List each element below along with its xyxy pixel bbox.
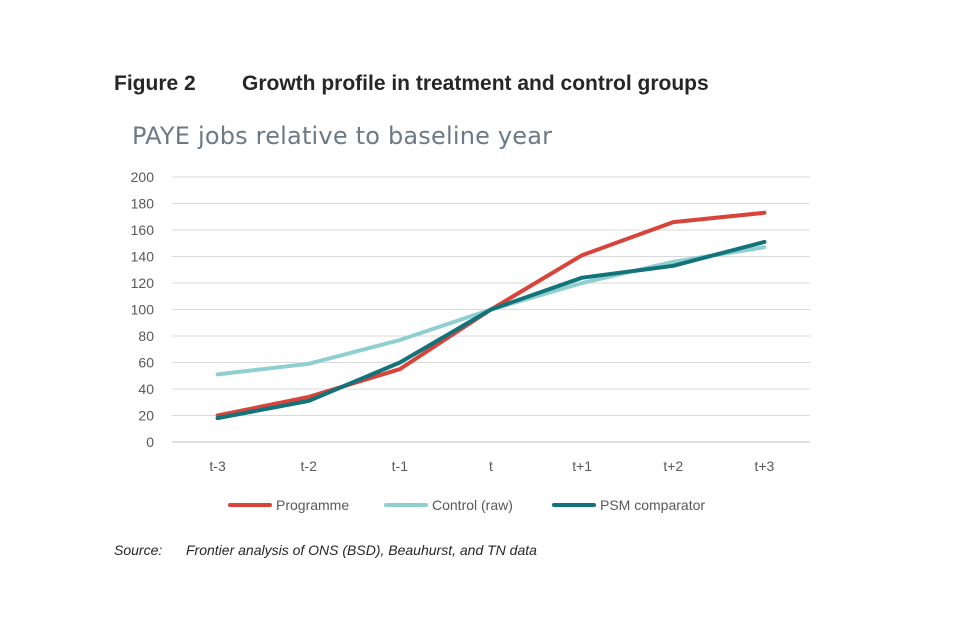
- source-label: Source:: [114, 542, 163, 558]
- y-tick-label: 60: [138, 355, 154, 371]
- x-tick-label: t: [489, 458, 493, 474]
- figure-label: Figure 2: [114, 72, 196, 95]
- series-lines: [215, 210, 767, 421]
- y-tick-label: 160: [131, 222, 155, 238]
- y-tick-label: 0: [146, 434, 154, 450]
- y-tick-label: 100: [131, 302, 155, 318]
- y-axis-ticks: 0 20 40 60 80 100 120 140 160 180 200: [131, 169, 155, 450]
- y-tick-label: 40: [138, 381, 154, 397]
- y-tick-label: 120: [131, 275, 155, 291]
- series-line-programme: [215, 210, 767, 418]
- gridlines: [172, 176, 810, 443]
- legend-label-psm-comparator: PSM comparator: [600, 497, 705, 513]
- figure-title: Growth profile in treatment and control …: [242, 72, 709, 95]
- legend: Programme Control (raw) PSM comparator: [228, 497, 705, 513]
- series-line-psm-comparator: [215, 239, 767, 421]
- legend-label-control-raw: Control (raw): [432, 497, 513, 513]
- y-tick-label: 200: [131, 169, 155, 185]
- x-tick-label: t-1: [392, 458, 409, 474]
- x-tick-label: t+3: [754, 458, 774, 474]
- legend-label-programme: Programme: [276, 497, 349, 513]
- x-tick-label: t-3: [209, 458, 226, 474]
- x-tick-label: t+1: [572, 458, 592, 474]
- x-axis-ticks: t-3 t-2 t-1 t t+1 t+2 t+3: [209, 458, 774, 474]
- y-tick-label: 80: [138, 328, 154, 344]
- y-tick-label: 20: [138, 408, 154, 424]
- y-tick-label: 140: [131, 249, 155, 265]
- x-tick-label: t-2: [301, 458, 318, 474]
- chart-title: PAYE jobs relative to baseline year: [132, 122, 553, 150]
- source-text: Frontier analysis of ONS (BSD), Beauhurs…: [186, 542, 537, 558]
- y-tick-label: 180: [131, 196, 155, 212]
- x-tick-label: t+2: [663, 458, 683, 474]
